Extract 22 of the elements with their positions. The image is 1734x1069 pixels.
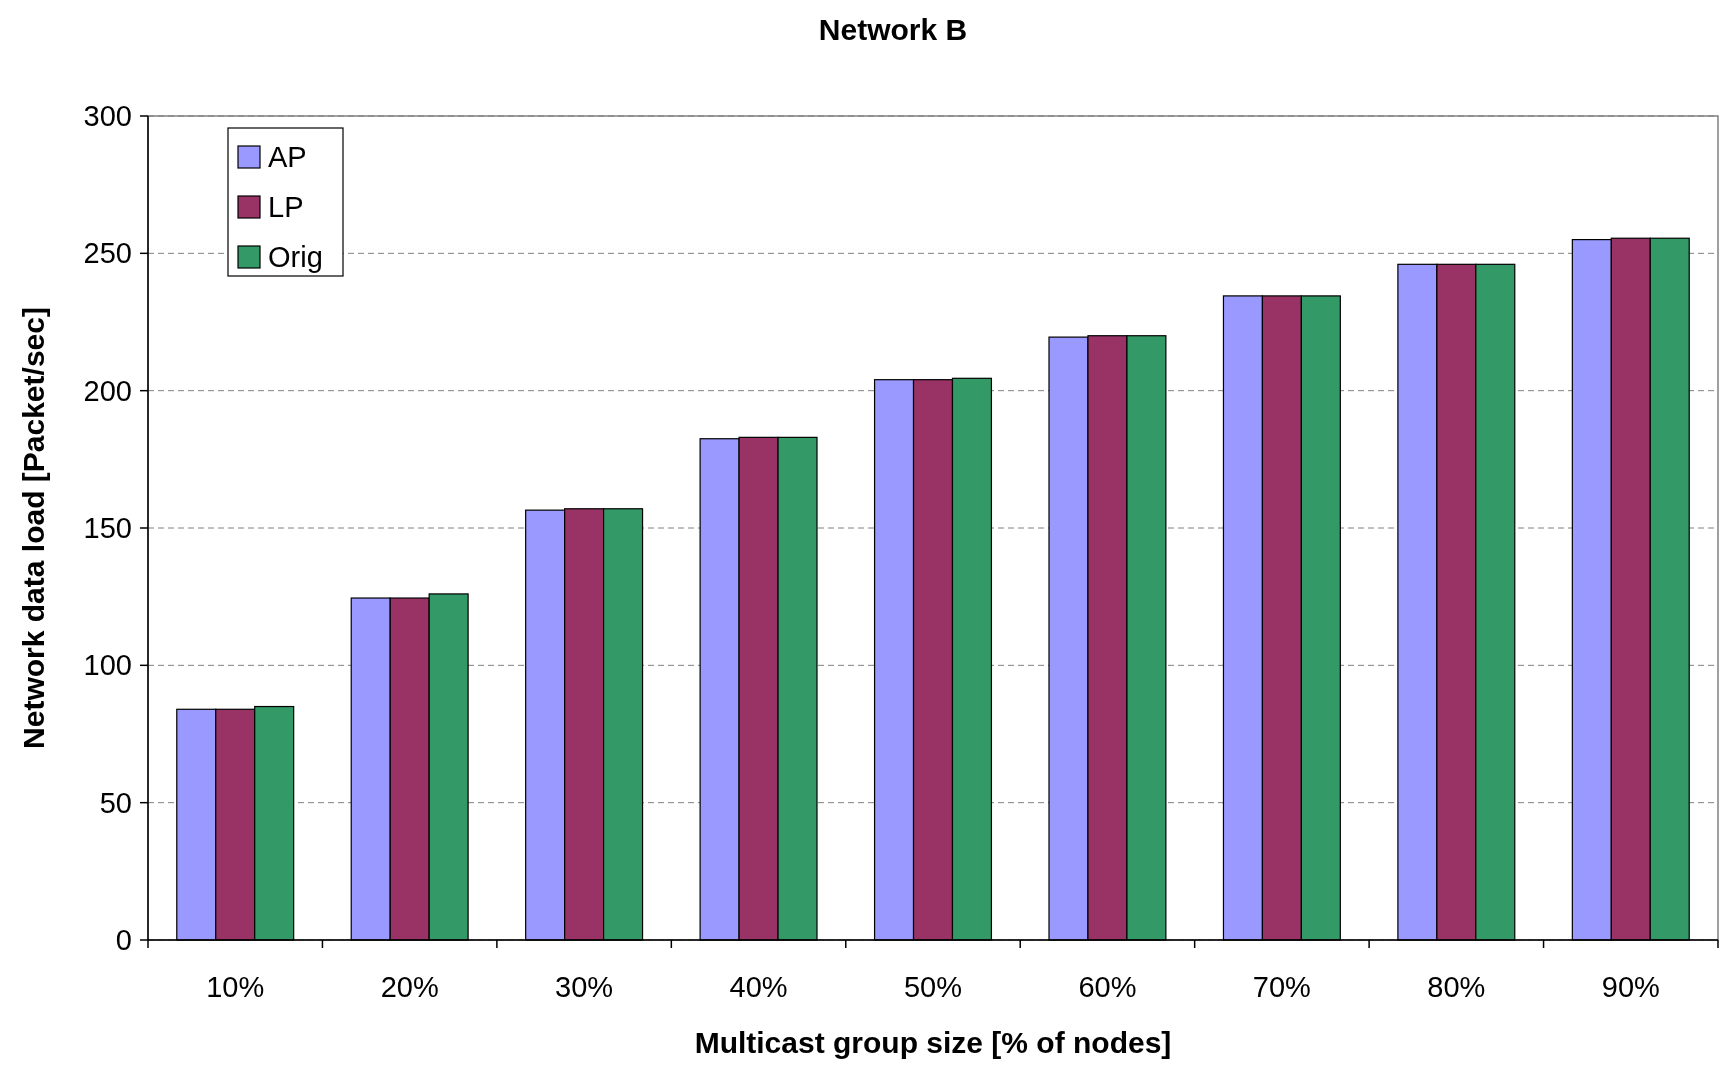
legend-label: LP <box>268 191 304 224</box>
y-tick-label: 150 <box>83 512 132 545</box>
x-tick-label: 40% <box>729 971 788 1003</box>
x-tick-label: 50% <box>903 971 963 1003</box>
x-tick-label: 90% <box>1601 971 1660 1003</box>
y-tick-label: 0 <box>115 924 132 957</box>
y-tick-label: 250 <box>83 237 132 270</box>
x-tick-label: 70% <box>1252 971 1311 1003</box>
y-tick-label: 100 <box>83 649 132 682</box>
x-tick-label: 30% <box>555 971 614 1003</box>
x-axis-title: Multicast group size [% of nodes] <box>694 1026 1172 1059</box>
y-tick-label: 200 <box>83 374 132 407</box>
x-tick-label: 60% <box>1078 971 1137 1003</box>
legend-label: AP <box>268 141 307 174</box>
y-tick-label: 300 <box>83 100 132 133</box>
y-axis-title: Network data load [Packet/sec] <box>17 307 50 749</box>
x-tick-label: 80% <box>1427 971 1486 1003</box>
x-tick-label: 10% <box>206 971 265 1003</box>
legend-label: Orig <box>268 241 323 274</box>
x-tick-label: 20% <box>380 971 439 1003</box>
chart-title: Network B <box>818 13 968 46</box>
y-tick-label: 50 <box>99 786 132 819</box>
